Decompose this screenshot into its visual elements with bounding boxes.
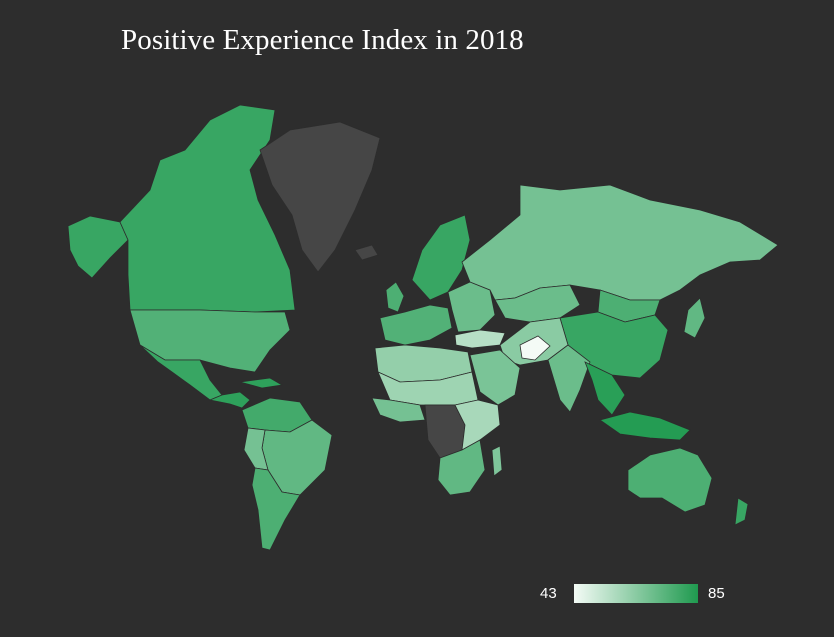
- region-western-europe[interactable]: [379, 304, 453, 346]
- region-australia[interactable]: [627, 447, 713, 513]
- region-central-america[interactable]: [208, 377, 284, 409]
- region-arabia[interactable]: [469, 349, 521, 406]
- region-indonesia[interactable]: [599, 411, 691, 441]
- region-turkey[interactable]: [454, 329, 506, 349]
- region-india[interactable]: [547, 344, 591, 413]
- region-west-africa[interactable]: [371, 397, 426, 423]
- region-russia[interactable]: [461, 184, 779, 301]
- region-south-america-south[interactable]: [251, 467, 301, 551]
- region-japan[interactable]: [683, 297, 706, 339]
- region-alaska[interactable]: [67, 215, 129, 279]
- region-uk-ireland[interactable]: [385, 281, 405, 313]
- region-kazakhstan[interactable]: [494, 284, 581, 323]
- region-afghanistan[interactable]: [519, 335, 551, 361]
- region-canada[interactable]: [119, 104, 296, 313]
- legend-color-scale: [574, 584, 698, 603]
- region-southern-africa[interactable]: [437, 439, 486, 496]
- region-madagascar[interactable]: [491, 445, 503, 477]
- region-greenland: [259, 121, 381, 273]
- region-iceland: [354, 244, 379, 261]
- region-scandinavia[interactable]: [411, 214, 471, 301]
- region-southeast-asia[interactable]: [584, 361, 626, 416]
- legend-min-label: 43: [540, 585, 557, 602]
- legend-max-label: 85: [708, 585, 725, 602]
- map-title: Positive Experience Index in 2018: [121, 24, 524, 56]
- region-east-africa[interactable]: [454, 399, 501, 451]
- region-new-zealand[interactable]: [734, 497, 749, 526]
- region-usa[interactable]: [129, 309, 291, 373]
